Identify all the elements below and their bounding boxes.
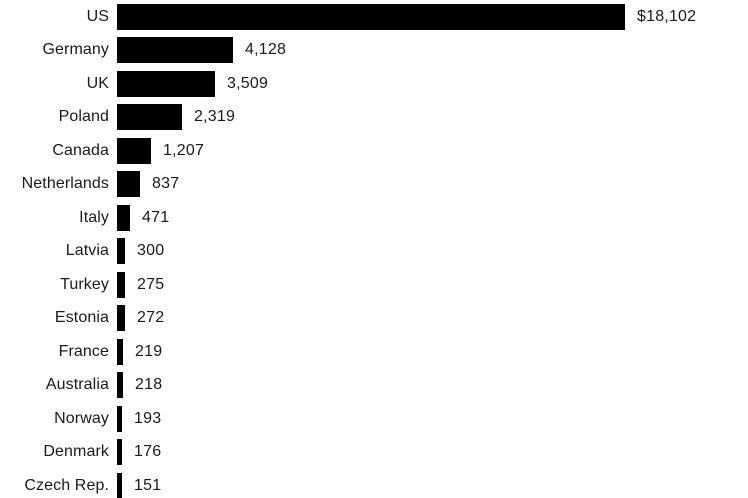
bar-row: Estonia 272 xyxy=(0,302,748,336)
bar-row: Poland 2,319 xyxy=(0,101,748,135)
bar-row: UK 3,509 xyxy=(0,67,748,101)
value-label: 218 xyxy=(135,376,163,394)
bar xyxy=(117,472,122,498)
value-label: 837 xyxy=(152,175,180,193)
bar-row: Denmark 176 xyxy=(0,436,748,470)
value-label: 272 xyxy=(137,309,165,327)
category-label: Czech Rep. xyxy=(24,476,109,494)
bar-row: Czech Rep. 151 xyxy=(0,469,748,498)
value-label: 2,319 xyxy=(194,108,236,126)
bar-row: Germany 4,128 xyxy=(0,34,748,68)
bar xyxy=(117,104,182,131)
bar xyxy=(117,372,123,399)
value-label: 4,128 xyxy=(245,41,287,59)
value-label: 151 xyxy=(134,476,162,494)
category-label: UK xyxy=(86,74,109,92)
bar xyxy=(117,238,125,265)
bar xyxy=(117,305,125,332)
category-label: Australia xyxy=(45,376,109,394)
value-label: 3,509 xyxy=(227,74,269,92)
bar-row: Turkey 275 xyxy=(0,268,748,302)
category-label: Italy xyxy=(79,208,109,226)
value-label: $18,102 xyxy=(637,7,697,25)
bar xyxy=(117,439,122,466)
category-label: Turkey xyxy=(60,275,109,293)
bar xyxy=(117,204,130,231)
value-label: 275 xyxy=(137,275,165,293)
bar xyxy=(117,3,625,30)
category-label: Poland xyxy=(58,108,109,126)
category-label: US xyxy=(86,7,109,25)
bar xyxy=(117,338,123,365)
bar-row: Canada 1,207 xyxy=(0,134,748,168)
value-label: 300 xyxy=(137,242,165,260)
value-label: 176 xyxy=(134,443,162,461)
bar-row: France 219 xyxy=(0,335,748,369)
category-label: Latvia xyxy=(65,242,109,260)
bar-row: Latvia 300 xyxy=(0,235,748,269)
bar-row: Netherlands 837 xyxy=(0,168,748,202)
category-label: Norway xyxy=(54,409,109,427)
value-label: 219 xyxy=(135,342,163,360)
category-label: Denmark xyxy=(43,443,109,461)
bar xyxy=(117,37,233,64)
category-label: Canada xyxy=(52,141,109,159)
category-label: Estonia xyxy=(54,309,109,327)
bar xyxy=(117,271,125,298)
bar-row: US $18,102 xyxy=(0,0,748,34)
bar xyxy=(117,137,151,164)
category-label: France xyxy=(58,342,109,360)
category-label: Netherlands xyxy=(21,175,109,193)
value-label: 193 xyxy=(134,409,162,427)
value-label: 1,207 xyxy=(163,141,205,159)
bar-row: Australia 218 xyxy=(0,369,748,403)
category-label: Germany xyxy=(42,41,109,59)
bar-row: Italy 471 xyxy=(0,201,748,235)
bar xyxy=(117,405,122,432)
bar-row: Norway 193 xyxy=(0,402,748,436)
bar xyxy=(117,70,215,97)
value-label: 471 xyxy=(142,208,170,226)
bar xyxy=(117,171,140,198)
